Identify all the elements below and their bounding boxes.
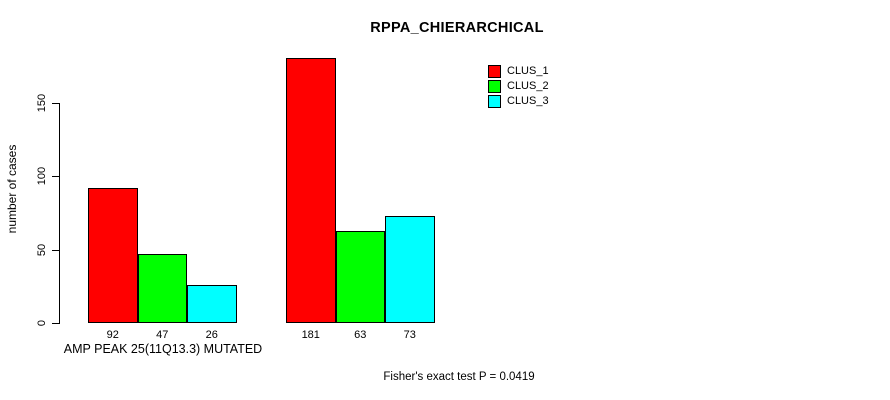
bar-value-label-clus_3-group1: 26 — [205, 329, 218, 341]
bar-value-label-clus_2-group2: 63 — [354, 329, 367, 341]
bar-clus_2-group1 — [137, 254, 187, 323]
chart-title: RPPA_CHIERARCHICAL — [370, 20, 544, 36]
legend-label-clus_2: CLUS_2 — [507, 80, 549, 92]
y-tick-mark-150 — [52, 103, 59, 104]
fisher-test-annotation: Fisher's exact test P = 0.0419 — [383, 371, 535, 383]
y-tick-mark-50 — [52, 249, 59, 251]
y-tick-label-50: 50 — [36, 243, 48, 256]
bar-clus_3-group1 — [187, 284, 237, 323]
bar-clus_1-group2 — [286, 57, 336, 323]
y-tick-label-100: 100 — [36, 167, 48, 186]
legend-swatch-clus_1 — [488, 64, 501, 78]
bar-clus_2-group2 — [335, 230, 385, 323]
bar-clus_1-group1 — [88, 188, 138, 323]
y-tick-mark-0 — [52, 323, 59, 324]
legend-label-clus_3: CLUS_3 — [507, 95, 549, 107]
bar-value-label-clus_1-group2: 181 — [301, 329, 320, 341]
bar-value-label-clus_3-group2: 73 — [403, 329, 416, 341]
bar-value-label-clus_2-group1: 47 — [156, 329, 169, 341]
legend-swatch-clus_2 — [488, 79, 501, 93]
legend-label-clus_1: CLUS_1 — [507, 65, 549, 77]
y-axis-line — [59, 103, 60, 324]
y-axis-label: number of cases — [5, 144, 19, 234]
legend-row-clus_1: CLUS_1 — [488, 64, 549, 78]
y-tick-label-0: 0 — [36, 319, 48, 327]
bar-clus_3-group2 — [385, 215, 435, 323]
legend: CLUS_1 CLUS_2 CLUS_3 — [488, 64, 549, 110]
bar-value-label-clus_1-group1: 92 — [106, 329, 119, 341]
legend-row-clus_3: CLUS_3 — [488, 94, 549, 108]
x-axis-category-label: AMP PEAK 25(11Q13.3) MUTATED — [63, 342, 263, 356]
y-tick-mark-100 — [52, 176, 59, 178]
y-tick-label-150: 150 — [36, 93, 48, 113]
legend-row-clus_2: CLUS_2 — [488, 79, 549, 93]
legend-swatch-clus_3 — [488, 94, 501, 108]
